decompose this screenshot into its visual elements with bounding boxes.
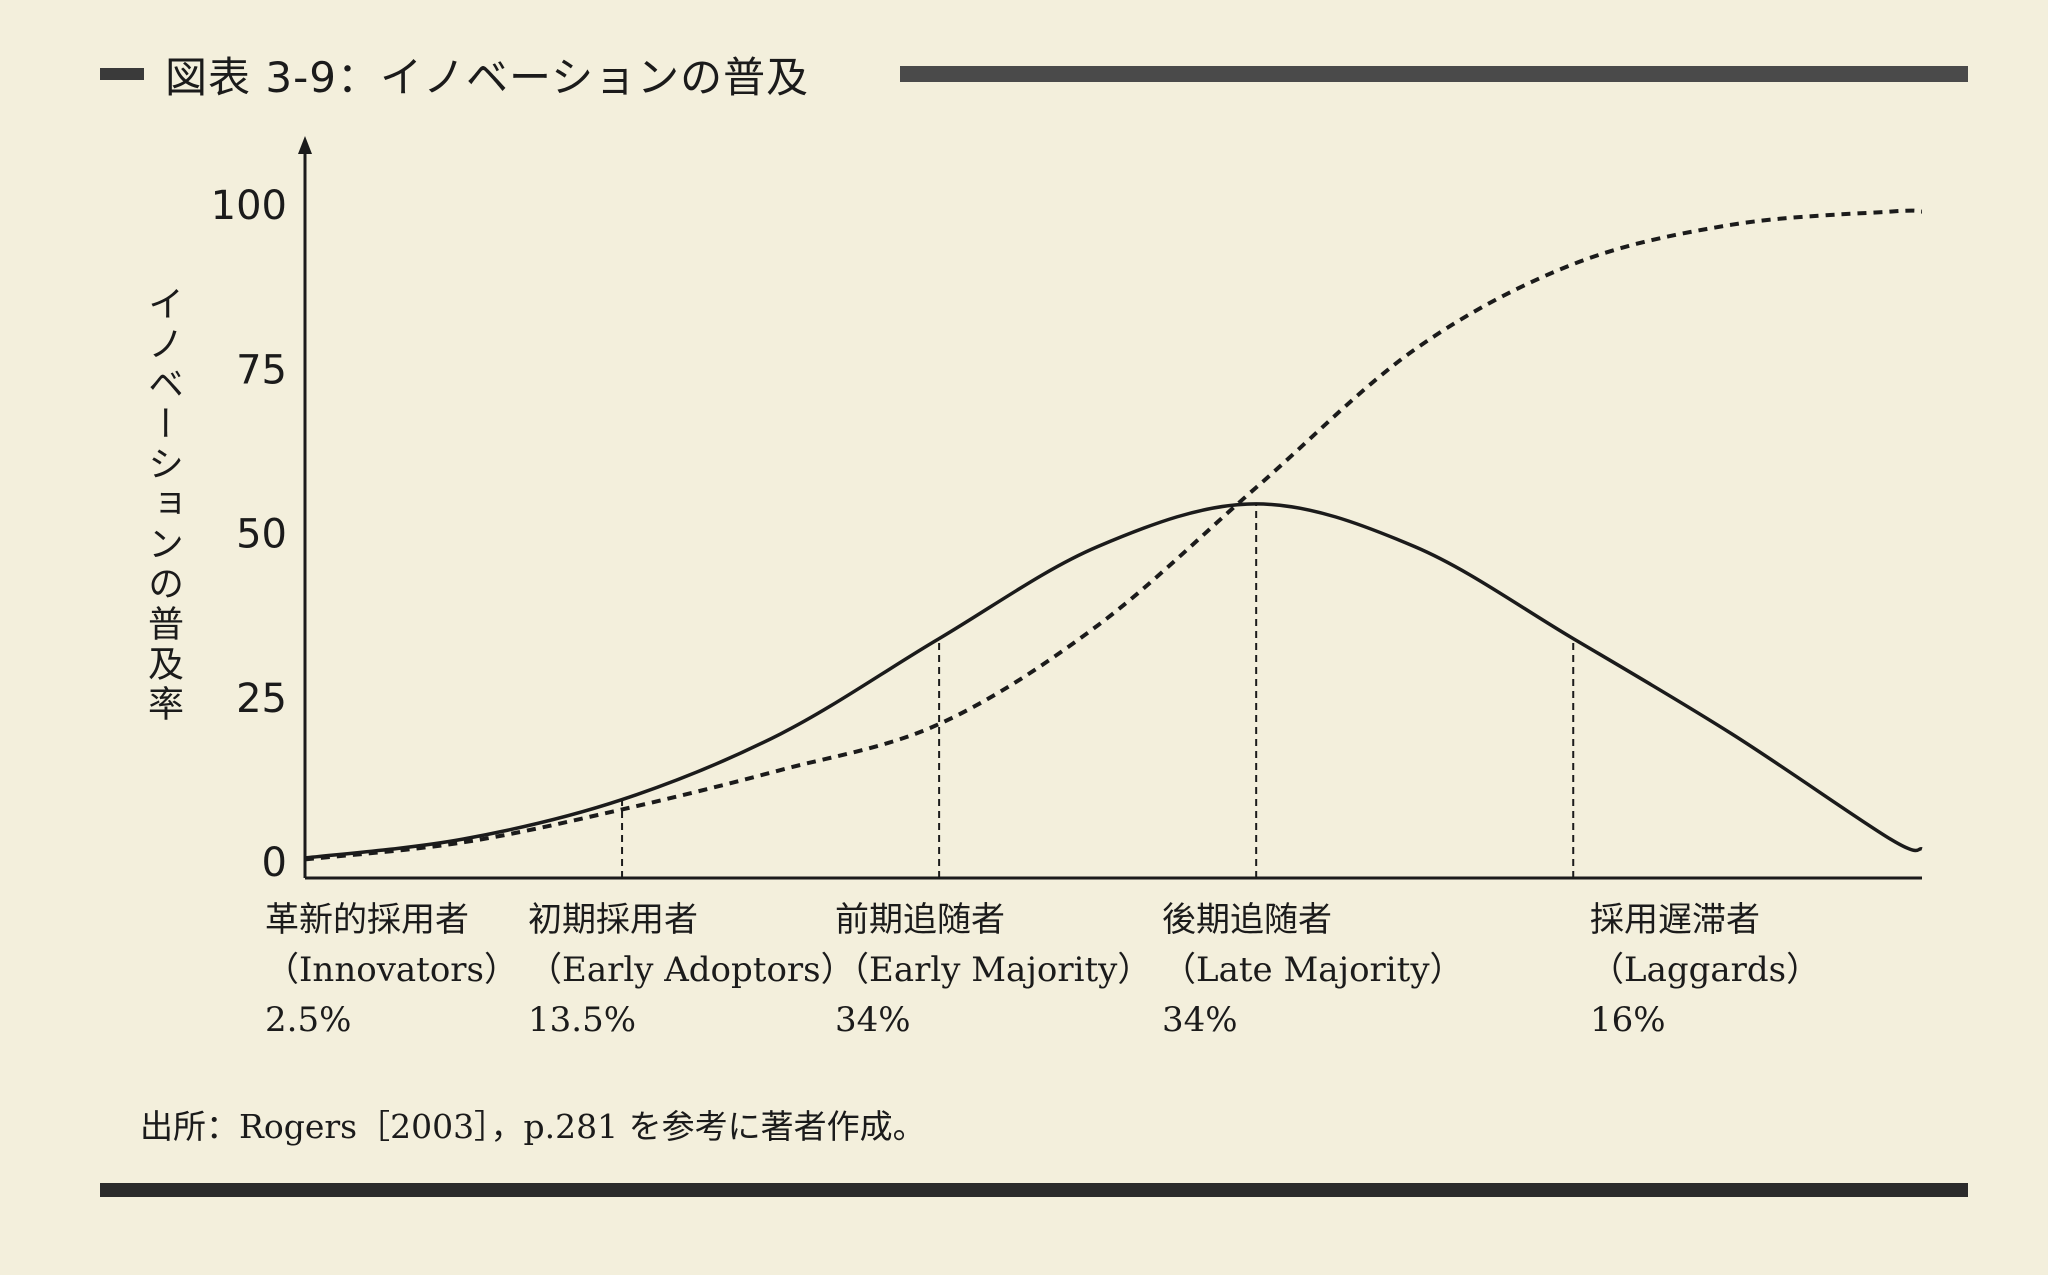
category-label: 採用遅滞者 （Laggards） 16% xyxy=(1590,895,1820,1045)
category-english-name: （Early Majority） xyxy=(835,950,1152,990)
category-share: 16% xyxy=(1590,1000,1666,1040)
source-note: 出所：Rogers［2003］，p.281 を参考に著者作成。 xyxy=(140,1107,926,1146)
category-english-name: （Early Adoptors） xyxy=(528,950,855,990)
category-share: 34% xyxy=(1162,1000,1238,1040)
category-label: 後期追随者 （Late Majority） 34% xyxy=(1162,895,1464,1045)
title-bar-left xyxy=(100,68,144,80)
category-name: 前期追随者 xyxy=(835,900,1005,940)
category-english-name: （Innovators） xyxy=(265,950,519,990)
category-share: 2.5% xyxy=(265,1000,352,1040)
category-english-name: （Laggards） xyxy=(1590,950,1821,990)
category-name: 初期採用者 xyxy=(528,900,698,940)
figure-title: 図表 3-9：イノベーションの普及 xyxy=(165,53,810,102)
title-bar-right xyxy=(900,66,1968,82)
adopter-distribution-curve xyxy=(304,502,1923,860)
category-name: 後期追随者 xyxy=(1162,900,1332,940)
bottom-bar xyxy=(100,1183,1968,1197)
category-name: 革新的採用者 xyxy=(265,900,469,940)
y-tick-label: 100 xyxy=(211,183,287,229)
y-tick-label: 75 xyxy=(236,347,287,393)
y-tick-label: 50 xyxy=(236,512,287,558)
category-share: 34% xyxy=(835,1000,911,1040)
y-axis-label: イノベーションの普及率 xyxy=(142,285,183,725)
y-tick-label: 0 xyxy=(262,840,287,886)
category-label: 革新的採用者 （Innovators） 2.5% xyxy=(265,895,518,1045)
category-share: 13.5% xyxy=(528,1000,637,1040)
y-tick-label: 25 xyxy=(236,676,287,722)
cumulative-adoption-curve xyxy=(304,208,1923,862)
y-axis-arrow xyxy=(298,136,312,154)
category-label: 前期追随者 （Early Majority） 34% xyxy=(835,895,1151,1045)
category-label: 初期採用者 （Early Adoptors） 13.5% xyxy=(528,895,855,1045)
category-english-name: （Late Majority） xyxy=(1162,950,1464,990)
category-name: 採用遅滞者 xyxy=(1590,900,1760,940)
